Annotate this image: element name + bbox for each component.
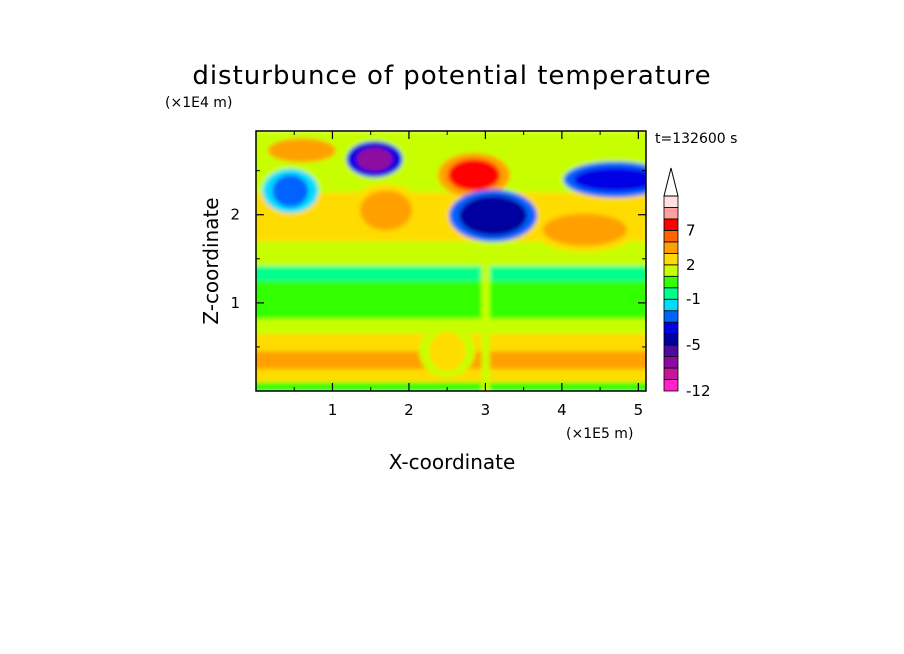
colorbar-label: -1	[686, 290, 701, 308]
field-band	[256, 265, 646, 281]
y-axis: 12	[230, 170, 646, 348]
field-feature	[429, 331, 466, 372]
y-tick-label: 1	[230, 294, 240, 312]
field-plume	[481, 258, 490, 391]
colorbar-swatch	[663, 264, 679, 277]
colorbar-swatch	[663, 298, 679, 312]
colorbar-label: 7	[686, 221, 696, 239]
field-feature	[447, 159, 500, 192]
x-tick-label: 5	[634, 401, 644, 419]
y-tick-label: 2	[230, 206, 240, 224]
plot-frame	[255, 130, 647, 392]
field-band	[256, 280, 646, 319]
colorbar-overflow-arrow	[663, 167, 679, 197]
colorbar-swatch	[663, 321, 679, 335]
colorbar-swatch	[663, 367, 679, 380]
x-unit-label: (×1E5 m)	[566, 426, 633, 442]
x-axis: 1 2 3 4 5	[293, 131, 644, 419]
colorbar-swatch	[663, 356, 679, 369]
colorbar-swatch	[663, 218, 679, 231]
y-unit-label: (×1E4 m)	[165, 95, 232, 111]
plot-area	[256, 131, 646, 391]
colorbar-swatch	[663, 195, 679, 208]
y-axis-label: Z-coordinate	[199, 197, 223, 324]
colorbar-swatch	[663, 287, 679, 300]
colorbar-swatch	[663, 379, 679, 392]
x-tick-label: 2	[404, 401, 414, 419]
colorbar-swatch	[663, 333, 679, 346]
colorbar-label: 2	[686, 256, 696, 274]
colorbar-swatch	[663, 344, 679, 357]
field-feature	[272, 174, 309, 207]
x-tick-label: 4	[557, 401, 567, 419]
colorbar-label: -5	[686, 336, 701, 354]
field-feature	[459, 195, 528, 236]
field-feature	[573, 167, 646, 192]
colorbar-swatch	[663, 252, 679, 266]
colorbar-swatch	[663, 207, 679, 220]
colorbar-swatch	[663, 275, 679, 289]
colorbar-swatch	[663, 230, 679, 243]
colorbar-label: -12	[686, 382, 711, 400]
field-band	[256, 382, 646, 391]
time-label: t=132600 s	[655, 131, 737, 147]
field-feature	[267, 138, 336, 163]
x-tick-label: 3	[481, 401, 491, 419]
colorbar: 7 2 -1 -5 -12	[663, 167, 711, 400]
colorbar-swatch	[663, 310, 679, 323]
field-feature	[356, 147, 393, 172]
x-tick-label: 1	[328, 401, 338, 419]
field-feature	[360, 190, 412, 231]
chart-title: disturbunce of potential temperature	[192, 61, 711, 91]
colorbar-swatch	[663, 241, 679, 254]
field-feature	[542, 213, 627, 246]
x-axis-label: X-coordinate	[389, 450, 516, 474]
